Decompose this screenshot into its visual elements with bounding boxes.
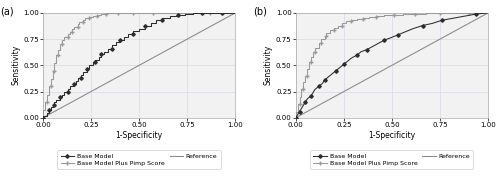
Text: (a): (a)	[0, 7, 14, 17]
Legend: Base Model, Base Model Plus Pimp Score, Reference: Base Model, Base Model Plus Pimp Score, …	[310, 150, 474, 169]
X-axis label: 1-Specificity: 1-Specificity	[116, 131, 162, 140]
Legend: Base Model, Base Model Plus Pimp Score, Reference: Base Model, Base Model Plus Pimp Score, …	[58, 150, 220, 169]
Text: (b): (b)	[254, 7, 268, 17]
Y-axis label: Sensitivity: Sensitivity	[11, 45, 20, 86]
X-axis label: 1-Specificity: 1-Specificity	[368, 131, 416, 140]
Y-axis label: Sensitivity: Sensitivity	[264, 45, 273, 86]
